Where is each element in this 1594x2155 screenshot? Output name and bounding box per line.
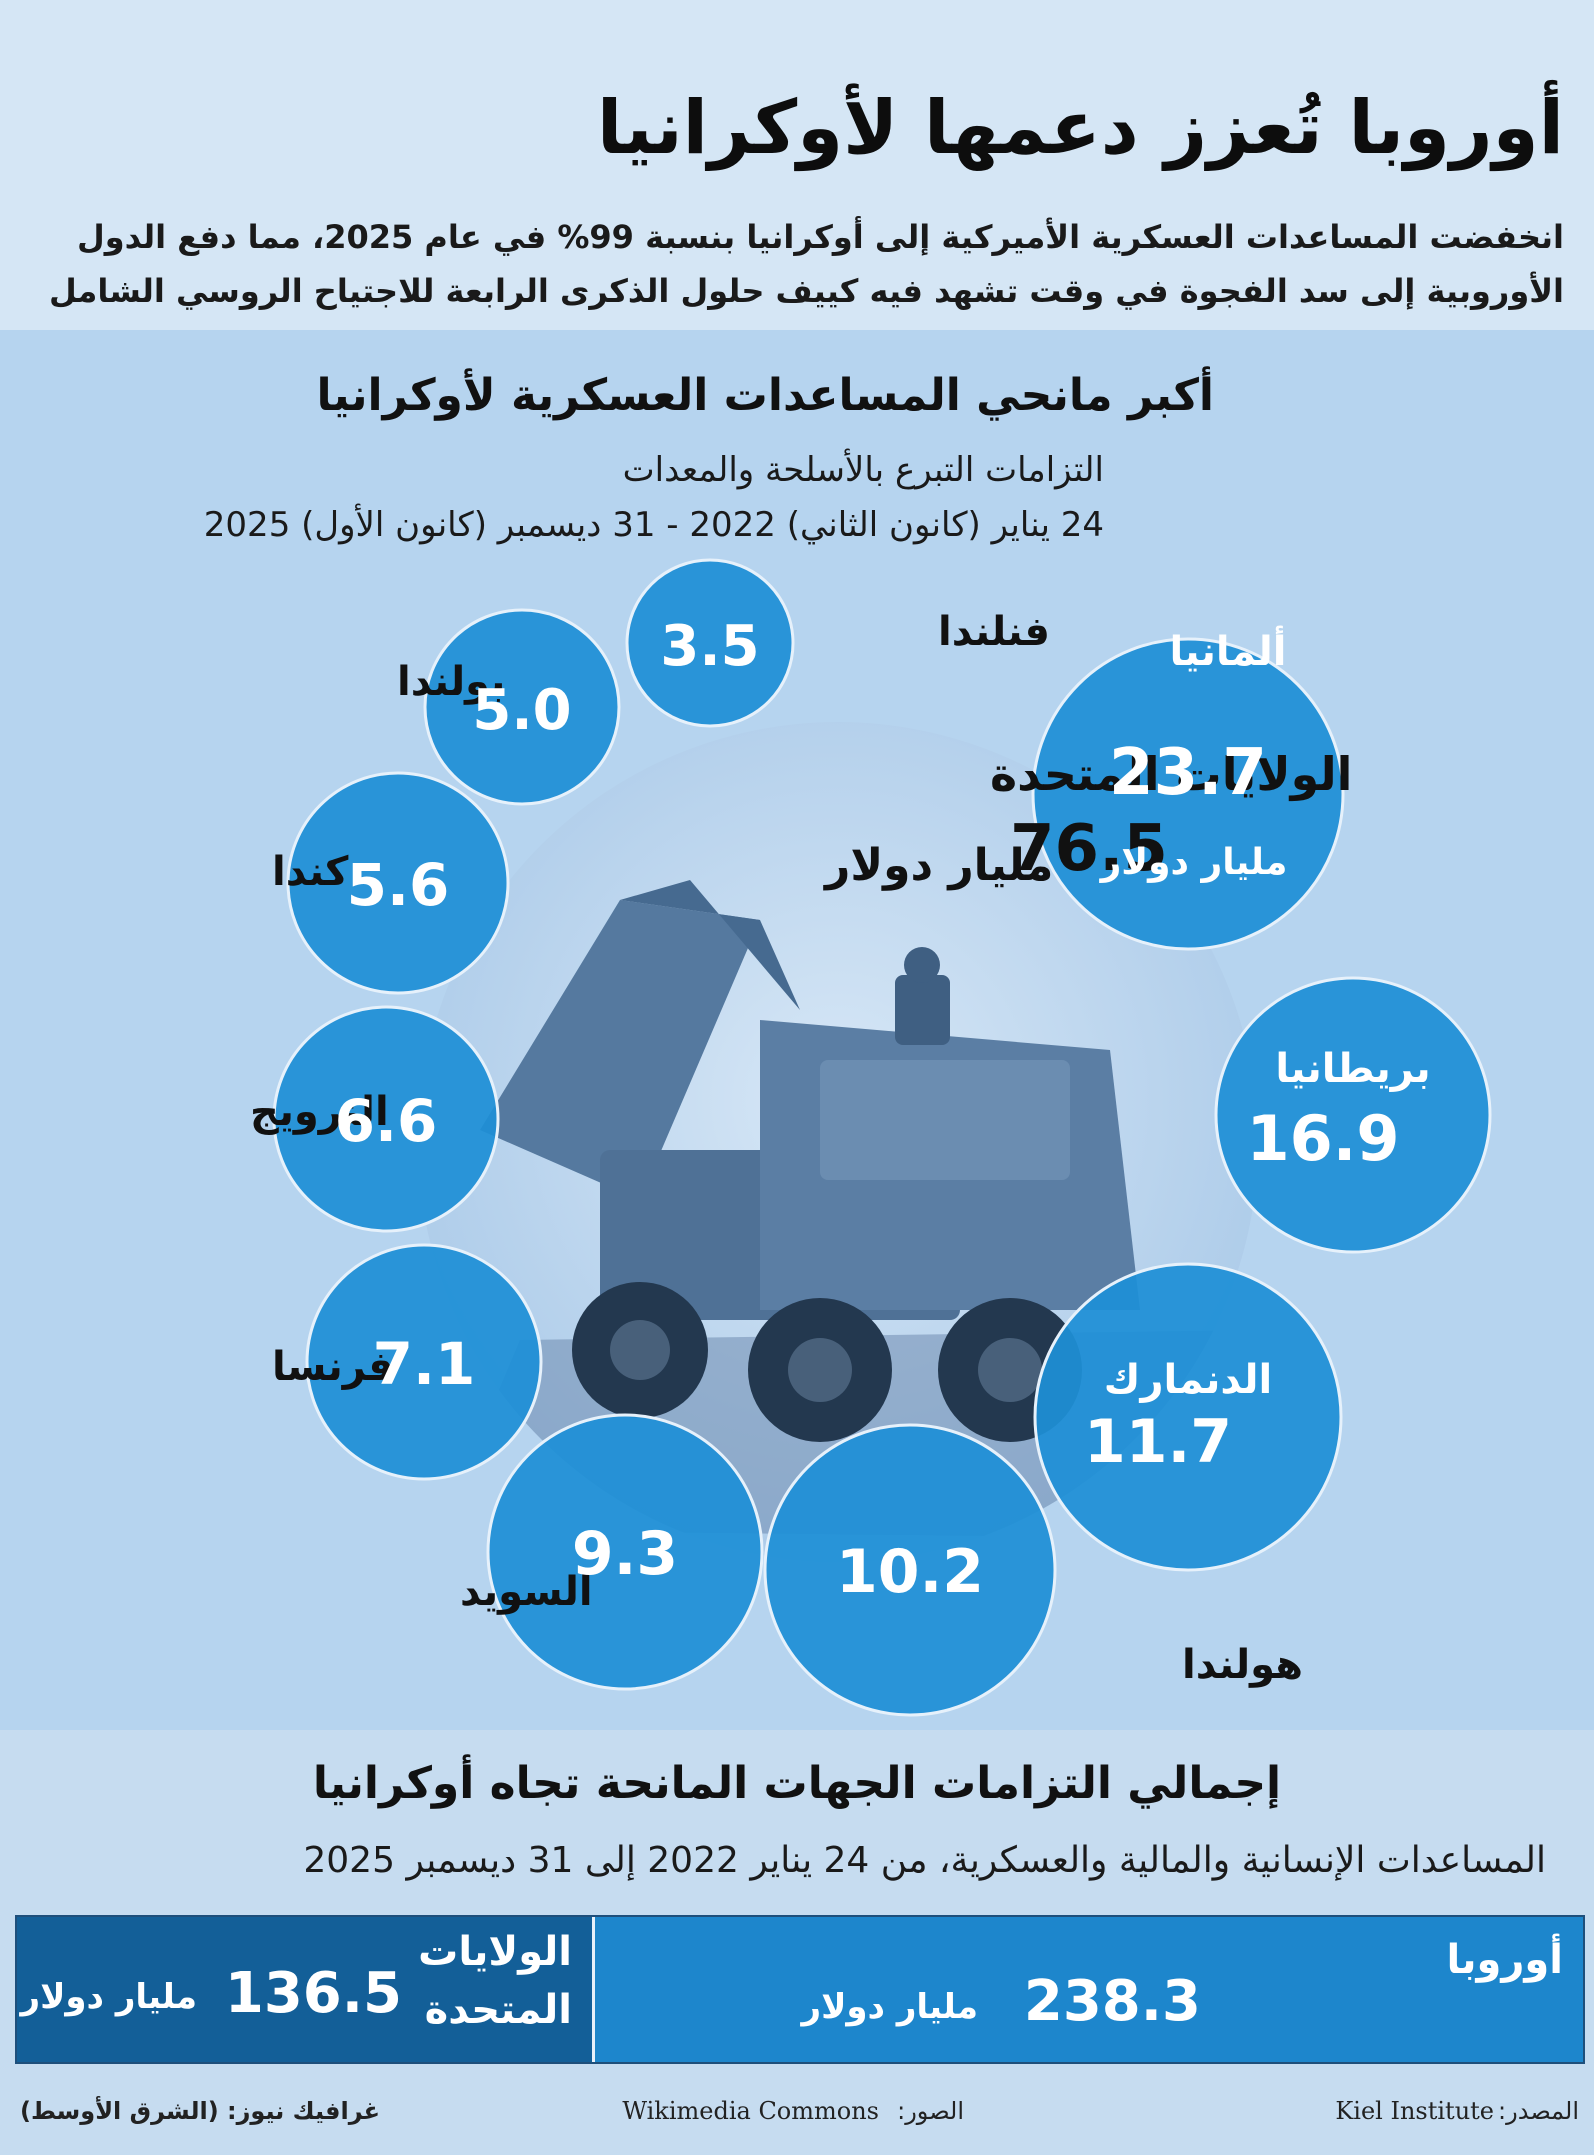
bubble-9-بولندا	[423, 608, 621, 806]
us-unit: مليار دولار	[20, 1977, 197, 2017]
photos-value: Wikimedia Commons	[622, 2097, 879, 2125]
bubble-value-6: 7.1	[373, 1330, 476, 1398]
footer: المصدر: Kiel Institute الصور: Wikimedia …	[0, 2085, 1594, 2135]
bubble-label-3: الدنمارك	[1104, 1357, 1272, 1403]
bubble-7-النرويج	[272, 1005, 500, 1233]
bubble-value-4: 10.2	[836, 1537, 984, 1607]
bubble-value-united-states: 76.5	[1010, 812, 1168, 886]
bubble-value-8: 5.6	[347, 851, 450, 919]
totals-subtitle: المساعدات الإنسانية والمالية والعسكرية، …	[303, 1840, 1546, 1881]
chart-period: 24 يناير (كانون الثاني) 2022 - 31 ديسمبر…	[203, 505, 1104, 545]
source-label: المصدر:	[1498, 2097, 1579, 2125]
bubble-label-1: ألمانيا	[1170, 625, 1287, 675]
bubble-6-فرنسا	[305, 1243, 543, 1481]
subtitle-line-2: الأوروبية إلى سد الفجوة في وقت تشهد فيه …	[48, 272, 1564, 310]
totals-box: أوروبا 238.3 مليار دولار الولايات المتحد…	[15, 1915, 1585, 2064]
bubble-label-7: النرويج	[250, 1089, 389, 1135]
bubble-4-هولندا	[763, 1423, 1057, 1717]
photos-label: الصور:	[897, 2097, 964, 2125]
bubble-10-فنلندا	[625, 558, 795, 728]
bubble-label-6: فرنسا	[272, 1344, 394, 1390]
bubble-value-3: 11.7	[1084, 1407, 1232, 1477]
chart-title: أكبر مانحي المساعدات العسكرية لأوكرانيا	[316, 370, 1215, 421]
us-label-line-1: الولايات	[418, 1929, 572, 1975]
bubble-1-ألمانيا	[1031, 637, 1345, 951]
bubble-value-10: 3.5	[660, 614, 759, 679]
europe-unit: مليار دولار	[801, 1987, 978, 2027]
bubble-2-بريطانيا	[1214, 976, 1492, 1254]
page-title: أوروبا تُعزز دعمها لأوكرانيا	[596, 85, 1564, 171]
bubble-value-9: 5.0	[472, 678, 571, 743]
bubble-label-5: السويد	[460, 1569, 593, 1615]
bubble-label-4: هولندا	[1182, 1642, 1303, 1688]
us-value: 136.5	[224, 1961, 402, 2026]
bubble-label-2: بريطانيا	[1275, 1046, 1430, 1092]
bubble-8-كندا	[286, 771, 510, 995]
totals-title: إجمالي التزامات الجهات المانحة تجاه أوكر…	[312, 1758, 1282, 1809]
bubble-unit-1: مليار دولار	[1099, 842, 1288, 883]
europe-value: 238.3	[1023, 1969, 1201, 2034]
graphic-credit: غرافيك نيوز: (الشرق الأوسط)	[20, 2097, 381, 2125]
bubble-label-10: فنلندا	[938, 609, 1050, 655]
bubble-value-2: 16.9	[1247, 1102, 1400, 1175]
bubble-label-9: بولندا	[397, 659, 505, 705]
totals-us-cell: الولايات المتحدة 136.5 مليار دولار	[17, 1917, 595, 2062]
chart-subtitle: التزامات التبرع بالأسلحة والمعدات	[622, 450, 1104, 490]
us-label-line-2: المتحدة	[424, 1987, 572, 2033]
header	[0, 0, 1594, 330]
bubble-label-8: كندا	[272, 849, 349, 895]
bubble-5-السويد	[486, 1413, 764, 1691]
source-value: Kiel Institute	[1335, 2097, 1494, 2125]
totals-europe-cell: أوروبا 238.3 مليار دولار	[598, 1917, 1583, 2062]
bubble-value-1: 23.7	[1109, 736, 1267, 810]
bubble-label-united-states: الولايات المتحدة	[990, 747, 1352, 801]
bubble-value-5: 9.3	[572, 1519, 678, 1589]
bubble-value-7: 6.6	[335, 1087, 438, 1155]
page-subtitle: انخفضت المساعدات العسكرية الأميركية إلى …	[24, 210, 1564, 318]
bubble-unit-united-states: مليار دولار	[823, 840, 1053, 891]
subtitle-line-1: انخفضت المساعدات العسكرية الأميركية إلى …	[76, 218, 1564, 256]
europe-label: أوروبا	[1446, 1937, 1563, 1983]
bubble-3-الدنمارك	[1033, 1262, 1343, 1572]
